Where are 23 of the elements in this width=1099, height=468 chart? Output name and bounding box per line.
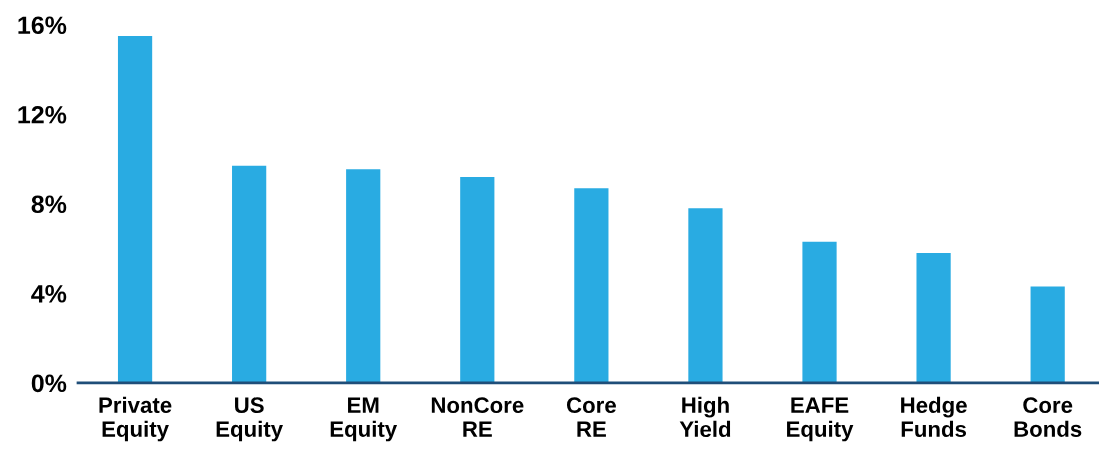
- y-tick-label: 12%: [18, 105, 67, 124]
- bar: [802, 241, 837, 383]
- x-tick-label: Private Equity: [99, 396, 172, 442]
- bar: [346, 169, 381, 383]
- x-tick-label: Core Bonds: [1014, 397, 1082, 437]
- y-tick-label: 0%: [31, 374, 67, 393]
- x-tick-label: Core RE: [566, 397, 616, 437]
- y-tick-label: 4%: [31, 284, 67, 303]
- bar: [460, 176, 495, 383]
- x-tick-label: EM Equity: [330, 397, 398, 442]
- x-tick-label: NonCore RE: [431, 397, 524, 437]
- y-tick-label: 16%: [18, 16, 67, 35]
- bar: [1030, 286, 1065, 383]
- y-tick-label: 8%: [31, 195, 67, 214]
- bar: [232, 165, 267, 383]
- bar: [916, 253, 951, 383]
- x-tick-label: High Yield: [679, 396, 731, 438]
- x-tick-label: US Equity: [216, 397, 283, 442]
- bar: [574, 188, 609, 383]
- bar: [117, 35, 153, 383]
- x-tick-label: EAFE Equity: [787, 397, 854, 442]
- bar: [688, 208, 723, 383]
- x-tick-label: Hedge Funds: [901, 396, 967, 438]
